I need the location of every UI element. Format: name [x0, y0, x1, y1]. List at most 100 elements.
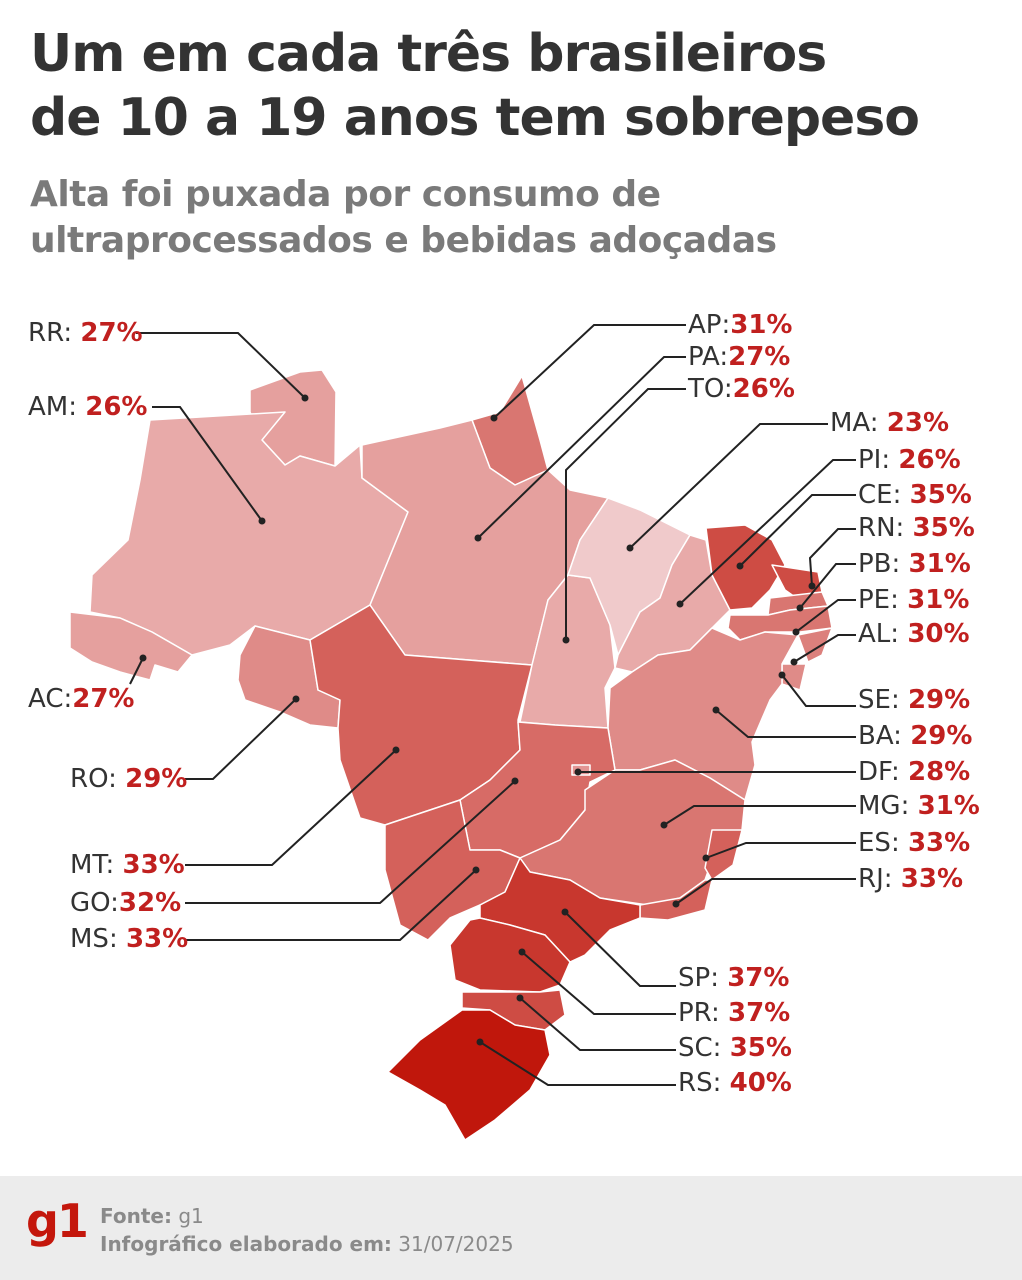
title-line-1: Um em cada três brasileiros: [30, 24, 827, 84]
leader-line-rj: [675, 878, 856, 905]
state-separator: :: [721, 310, 731, 340]
state-code: RS: [678, 1068, 713, 1098]
leader-dot-ma: [626, 544, 634, 552]
leader-dot-pb: [796, 604, 804, 612]
leader-dot-ce: [736, 562, 744, 570]
state-rj[interactable]: [639, 879, 713, 921]
state-code: BA: [858, 721, 894, 751]
state-code: PR: [678, 998, 711, 1028]
state-label-ap: AP:31%: [688, 310, 792, 340]
leader-line-ma: [629, 423, 828, 549]
title-line-2: de 10 a 19 anos tem sobrepeso: [30, 88, 920, 148]
state-separator: :: [890, 828, 908, 858]
states-layer: [69, 369, 833, 1141]
leader-dot-pr: [518, 948, 526, 956]
leader-dot-rr: [301, 394, 309, 402]
leader-line-ac: [129, 657, 144, 685]
state-separator: :: [108, 924, 126, 954]
state-label-ce: CE: 35%: [858, 480, 972, 510]
state-code: RR: [28, 318, 64, 348]
date-label: Infográfico elaborado em:: [100, 1232, 392, 1256]
leader-dot-ac: [139, 654, 147, 662]
date-line: Infográfico elaborado em: 31/07/2025: [100, 1232, 514, 1256]
state-se[interactable]: [781, 663, 807, 691]
leader-dot-sc: [516, 994, 524, 1002]
state-value: 37%: [727, 998, 791, 1028]
state-value: 31%: [917, 791, 980, 821]
leader-dot-to: [562, 636, 570, 644]
leader-line-pa: [477, 356, 686, 539]
leader-line-se: [781, 674, 856, 707]
state-label-mt: MT: 33%: [70, 850, 185, 880]
state-value: 27%: [728, 342, 791, 372]
leader-line-sp: [564, 911, 676, 987]
state-es[interactable]: [704, 829, 743, 881]
state-value: 37%: [727, 963, 790, 993]
state-value: 26%: [898, 445, 961, 475]
state-pe[interactable]: [727, 605, 833, 641]
state-code: RJ: [858, 864, 884, 894]
state-code: RO: [70, 764, 109, 794]
state-code: AC: [28, 684, 64, 714]
state-separator: :: [890, 685, 908, 715]
state-value: 33%: [900, 864, 963, 894]
state-label-pe: PE: 31%: [858, 585, 969, 615]
state-value: 32%: [118, 888, 182, 918]
subtitle-line-2: ultraprocessados e bebidas adoçadas: [30, 220, 777, 261]
g1-logo[interactable]: g1: [26, 1194, 89, 1248]
state-value: 40%: [729, 1068, 792, 1098]
state-ac[interactable]: [69, 611, 193, 681]
leader-line-pr: [521, 951, 676, 1015]
footer: g1 Fonte: g1 Infográfico elaborado em: 3…: [0, 1176, 1022, 1280]
state-code: MS: [70, 924, 109, 954]
state-code: AM: [28, 392, 69, 422]
leader-line-al: [793, 634, 856, 663]
leader-line-ap: [493, 324, 686, 419]
state-separator: :: [890, 585, 908, 615]
state-label-rs: RS: 40%: [678, 1068, 792, 1098]
state-separator: :: [68, 392, 86, 422]
leader-dot-pi: [676, 600, 684, 608]
state-separator: :: [710, 963, 728, 993]
state-value: 35%: [909, 480, 972, 510]
state-label-to: TO:26%: [688, 374, 795, 404]
state-separator: :: [891, 549, 909, 579]
state-ce[interactable]: [705, 524, 786, 611]
leader-dots-layer: [139, 394, 816, 1046]
state-code: MA: [830, 408, 870, 438]
state-separator: :: [723, 374, 733, 404]
leader-dot-pe: [792, 628, 800, 636]
leader-line-pb: [799, 563, 856, 609]
leader-dot-rj: [672, 900, 680, 908]
leader-line-rn: [808, 528, 856, 587]
state-label-rr: RR: 27%: [28, 318, 143, 348]
state-separator: :: [712, 1068, 730, 1098]
state-value: 33%: [122, 850, 185, 880]
state-rs[interactable]: [387, 1009, 551, 1141]
leader-line-ce: [739, 494, 856, 567]
state-separator: :: [105, 850, 123, 880]
state-code: SP: [678, 963, 711, 993]
leader-line-rs: [479, 1041, 676, 1086]
state-code: SC: [678, 1033, 713, 1063]
state-code: RN: [858, 513, 896, 543]
subtitle-line-1: Alta foi puxada por consumo de: [30, 174, 661, 215]
leader-dot-es: [702, 854, 710, 862]
leader-dot-ms: [472, 866, 480, 874]
state-value: 28%: [908, 757, 971, 787]
leader-line-go: [185, 780, 516, 904]
state-separator: :: [883, 864, 901, 894]
state-code: AP: [688, 310, 722, 340]
state-value: 31%: [907, 585, 970, 615]
state-code: PA: [688, 342, 720, 372]
state-separator: :: [890, 757, 908, 787]
page-subtitle: Alta foi puxada por consumo de ultraproc…: [30, 172, 1010, 264]
leader-dot-ap: [490, 414, 498, 422]
state-value: 26%: [85, 392, 148, 422]
state-value: 29%: [125, 764, 188, 794]
leader-dot-ba: [712, 706, 720, 714]
state-label-pr: PR: 37%: [678, 998, 790, 1028]
state-label-ms: MS: 33%: [70, 924, 188, 954]
state-code: TO: [688, 374, 724, 404]
source-line: Fonte: g1: [100, 1204, 204, 1228]
